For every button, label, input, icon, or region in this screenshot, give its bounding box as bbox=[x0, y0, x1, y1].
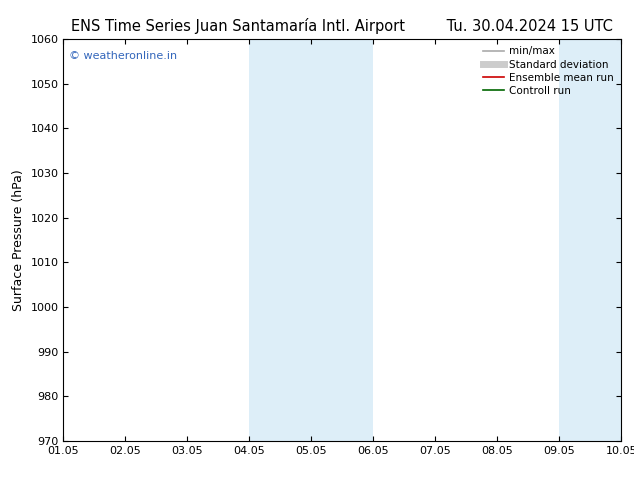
Legend: min/max, Standard deviation, Ensemble mean run, Controll run: min/max, Standard deviation, Ensemble me… bbox=[479, 42, 618, 100]
Bar bbox=[249, 39, 311, 441]
Text: © weatheronline.in: © weatheronline.in bbox=[69, 51, 177, 61]
Y-axis label: Surface Pressure (hPa): Surface Pressure (hPa) bbox=[12, 169, 25, 311]
Bar bbox=[311, 39, 373, 441]
Title: ENS Time Series Juan Santamaría Intl. Airport         Tu. 30.04.2024 15 UTC: ENS Time Series Juan Santamaría Intl. Ai… bbox=[72, 18, 613, 34]
Bar bbox=[559, 39, 621, 441]
